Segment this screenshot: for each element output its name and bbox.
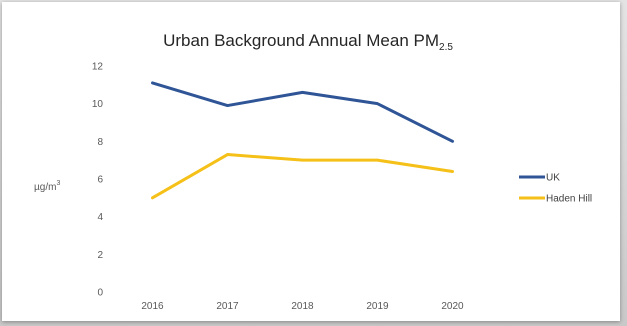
chart-title: Urban Background Annual Mean PM2.5 — [163, 31, 453, 53]
y-tick-label: 12 — [92, 62, 104, 73]
series-line-2 — [151, 153, 454, 200]
y-tick-label: 0 — [97, 288, 103, 299]
chart-title-subscript: 2.5 — [439, 42, 453, 53]
x-tick-label: 2016 — [141, 301, 164, 312]
x-tick-label: 2018 — [291, 301, 314, 312]
y-axis-ticks: 0 2 4 6 8 10 12 — [92, 62, 104, 299]
y-tick-label: 4 — [97, 212, 103, 223]
series-lines — [151, 81, 454, 200]
x-tick-label: 2019 — [366, 301, 389, 312]
legend-label: Haden Hill — [546, 194, 592, 205]
y-axis-label-superscript: 3 — [56, 180, 60, 187]
y-tick-label: 6 — [97, 175, 103, 186]
y-axis-label-main: µg/m — [34, 182, 56, 193]
x-tick-label: 2017 — [216, 301, 239, 312]
series-line-1 — [151, 81, 454, 143]
legend-label: UK — [546, 173, 560, 184]
legend: UK Haden Hill — [519, 173, 592, 205]
chart-title-main: Urban Background Annual Mean PM — [163, 31, 439, 50]
y-tick-label: 2 — [97, 250, 103, 261]
y-tick-label: 8 — [97, 137, 103, 148]
y-axis-label: µg/m3 — [34, 180, 60, 193]
y-tick-label: 10 — [92, 99, 104, 110]
x-axis-ticks: 2016 2017 2018 2019 2020 — [141, 301, 464, 312]
x-tick-label: 2020 — [441, 301, 464, 312]
